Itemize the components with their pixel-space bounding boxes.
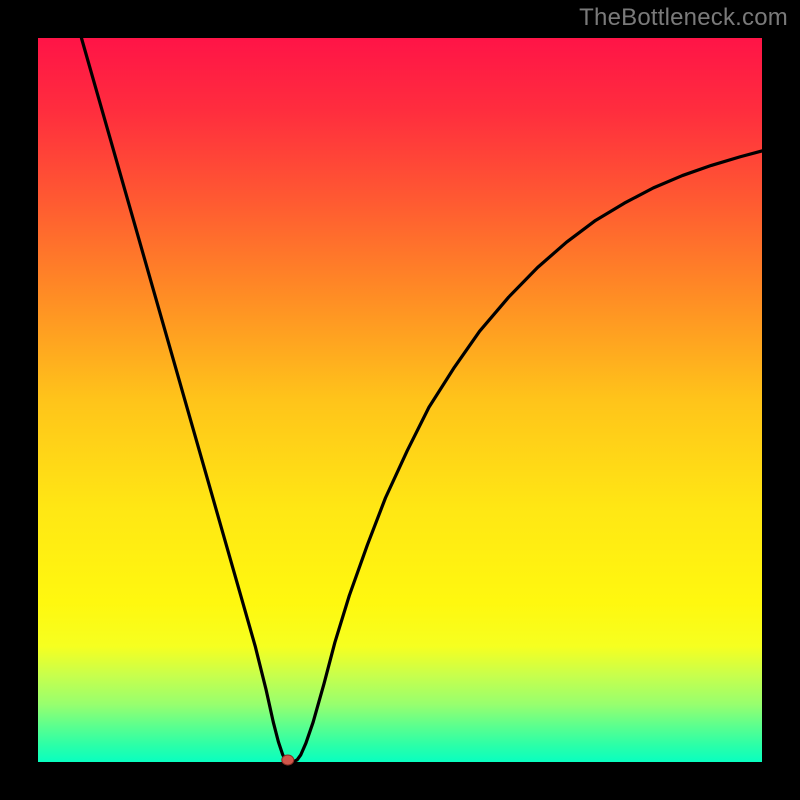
watermark-text: TheBottleneck.com: [579, 4, 788, 32]
chart-container: TheBottleneck.com: [0, 0, 800, 800]
minimum-marker: [282, 755, 294, 765]
bottleneck-chart: [0, 0, 800, 800]
plot-background: [38, 38, 762, 762]
